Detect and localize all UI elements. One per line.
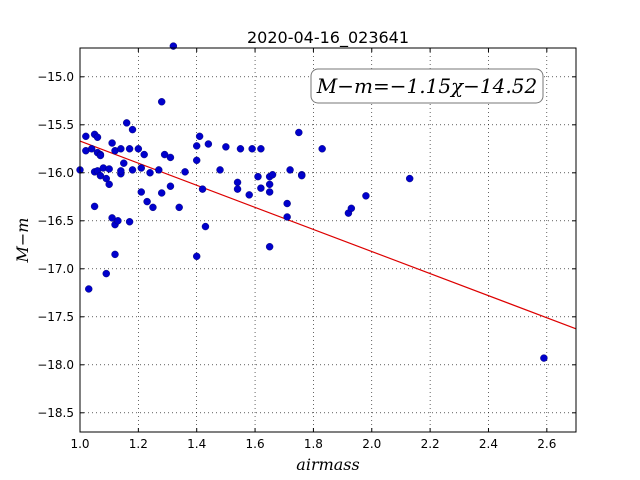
- x-tick-label: 2.4: [479, 437, 498, 451]
- data-point: [166, 153, 175, 162]
- data-point: [93, 133, 102, 141]
- data-point: [134, 145, 143, 153]
- data-point: [105, 180, 113, 189]
- data-point: [245, 191, 253, 199]
- data-point: [120, 159, 128, 167]
- data-point: [82, 132, 90, 141]
- data-point: [193, 156, 201, 165]
- y-axis-label: M−m: [13, 218, 32, 264]
- x-axis-label: airmass: [296, 455, 359, 474]
- data-point: [248, 145, 256, 153]
- fit-equation-box: M−m=−1.15χ−14.52: [310, 68, 544, 104]
- x-tick-label: 1.6: [246, 437, 265, 451]
- x-tick-label: 1.8: [304, 437, 323, 451]
- data-point: [233, 185, 242, 193]
- x-tick-label: 1.4: [187, 437, 206, 451]
- data-point: [102, 269, 110, 278]
- data-point: [137, 188, 145, 196]
- chart-title: 2020-04-16_023641: [247, 28, 409, 48]
- data-point: [268, 171, 277, 179]
- data-point: [128, 166, 137, 174]
- data-point: [117, 167, 125, 175]
- data-point: [236, 145, 245, 153]
- data-point: [347, 204, 356, 213]
- data-point: [90, 202, 99, 211]
- data-point: [155, 166, 163, 174]
- data-point: [318, 145, 326, 153]
- data-point: [117, 145, 125, 153]
- data-point: [146, 169, 154, 177]
- data-point: [140, 150, 148, 159]
- grid-lines: [79, 48, 576, 432]
- data-point: [540, 354, 548, 362]
- y-tick-label: −16.0: [37, 166, 74, 180]
- x-tick-label: 1.2: [129, 437, 148, 451]
- x-tick-label: 2.0: [362, 437, 381, 451]
- data-point: [114, 217, 122, 225]
- fit-line: [79, 140, 577, 330]
- data-point: [233, 178, 242, 187]
- data-point: [125, 145, 134, 153]
- data-point: [149, 203, 157, 212]
- x-tick-label: 2.2: [421, 437, 440, 451]
- data-point: [160, 150, 169, 159]
- data-point: [298, 171, 306, 180]
- data-point: [85, 285, 93, 293]
- data-point: [222, 143, 230, 151]
- fit-equation-frame: [310, 68, 544, 104]
- data-point: [283, 213, 291, 221]
- data-point: [157, 98, 166, 106]
- y-tick-label: −18.0: [37, 358, 74, 372]
- data-point: [128, 125, 137, 134]
- y-tick-label: −15.0: [37, 70, 74, 84]
- plot-frame: [79, 47, 577, 433]
- data-point: [265, 188, 274, 196]
- data-point: [265, 180, 274, 189]
- y-tick-label: −17.0: [37, 262, 74, 276]
- data-point: [108, 139, 116, 147]
- data-point: [193, 142, 201, 150]
- axis-ticks: 1.0 1.2 1.4 1.6 1.8 2.0 2.2 2.4 2.6 −15.0 −15.5 −16…: [37, 48, 576, 451]
- data-point: [143, 197, 151, 206]
- y-tick-label: −15.5: [37, 118, 74, 132]
- data-point: [157, 189, 166, 197]
- data-point: [137, 164, 145, 172]
- data-point: [166, 182, 175, 190]
- data-point: [283, 199, 291, 208]
- data-point: [125, 218, 134, 226]
- data-point: [87, 145, 96, 153]
- data-point: [257, 184, 265, 192]
- data-point: [265, 243, 274, 251]
- data-point: [216, 166, 224, 174]
- data-point: [195, 132, 204, 141]
- y-tick-label: −18.5: [37, 406, 74, 420]
- data-point: [175, 203, 183, 212]
- data-point: [362, 192, 370, 200]
- data-point: [286, 166, 294, 174]
- data-point: [111, 250, 119, 259]
- data-point: [295, 128, 303, 137]
- data-point: [204, 140, 213, 148]
- data-point: [169, 42, 178, 50]
- data-point: [198, 185, 207, 193]
- data-point: [405, 174, 414, 183]
- fit-equation: M−m=−1.15χ−14.52: [316, 74, 537, 98]
- data-point: [96, 171, 105, 180]
- data-point: [193, 252, 201, 261]
- data-point: [181, 168, 189, 176]
- x-tick-label: 2.6: [537, 437, 556, 451]
- data-point: [201, 222, 210, 231]
- data-point: [122, 119, 131, 127]
- y-tick-label: −17.5: [37, 310, 74, 324]
- data-point: [105, 165, 113, 173]
- data-point: [108, 214, 116, 222]
- y-tick-label: −16.5: [37, 214, 74, 228]
- data-point: [96, 151, 105, 160]
- data-point: [257, 145, 265, 153]
- x-tick-label: 1.0: [70, 437, 89, 451]
- data-points: [76, 42, 548, 362]
- data-point: [254, 172, 262, 181]
- fit-line-group: [79, 140, 577, 330]
